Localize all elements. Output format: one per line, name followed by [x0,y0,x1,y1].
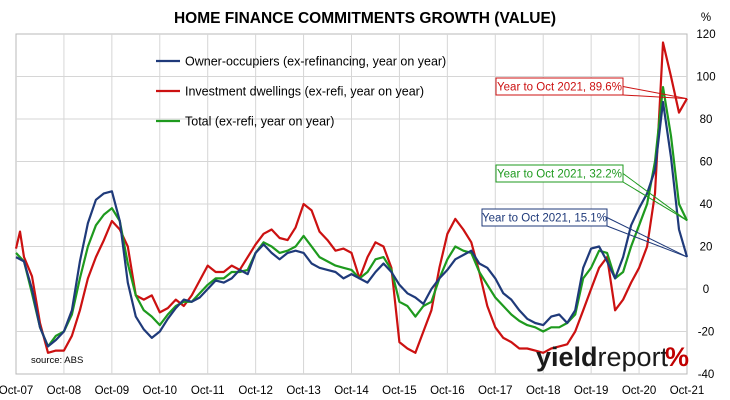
annotation-box [495,77,624,96]
svg-text:yieldreport: yieldreport [536,342,669,372]
y-tick-label: 60 [700,157,713,169]
legend-label-owner-occupiers: Owner-occupiers (ex-refinancing, year on… [185,55,446,69]
y-tick-label: -20 [698,327,715,339]
x-tick-label: Oct-10 [143,385,178,397]
y-tick-label: 40 [700,199,713,211]
series-layer [14,41,689,354]
annotations-layer: Year to Oct 2021, 89.6% Year to Oct 2021,… [481,77,688,258]
brand-logo: yieldreport % [536,342,689,372]
x-tick-label: Oct-11 [191,385,225,397]
annotation-label: Year to Oct 2021, 15.1% [482,213,607,225]
x-tick-label: Oct-17 [478,385,513,397]
x-tick-label: Oct-19 [574,385,609,397]
y-tick-label: 80 [700,114,713,126]
source-note: source: ABS [31,355,83,366]
x-tick-label: Oct-21 [670,385,705,397]
x-tick-label: Oct-16 [430,385,465,397]
y-tick-label: 0 [703,284,709,296]
chart-title: HOME FINANCE COMMITMENTS GROWTH (VALUE) [174,10,556,27]
x-tick-label: Oct-07 [0,385,33,397]
y-tick-label: 20 [700,242,713,254]
y-axis-unit-label: % [701,12,711,24]
annotation-leader [622,94,688,100]
x-tick-label: Oct-14 [334,385,369,397]
annotation-label: Year to Oct 2021, 89.6% [497,82,622,94]
annotation-leader [606,217,688,258]
annotation-box [495,164,624,183]
annotation-total: Year to Oct 2021, 32.2% [495,164,688,222]
legend-label-investment-dwellings: Investment dwellings (ex-refi, year on y… [185,85,424,99]
x-tick-label: Oct-18 [526,385,561,397]
annotation-leader [622,181,688,222]
x-tick-label: Oct-08 [47,385,82,397]
x-tick-label: Oct-12 [238,385,273,397]
legend-label-total: Total (ex-refi, year on year) [185,115,334,129]
x-tick-label: Oct-15 [382,385,417,397]
series-line-total [15,86,688,348]
y-tick-label: -40 [698,369,715,381]
annotation-leader [622,86,688,100]
y-tick-label: 120 [696,29,715,41]
brand-percent-symbol: % [665,342,689,372]
annotation-investment: Year to Oct 2021, 89.6% [495,77,688,100]
annotation-owner: Year to Oct 2021, 15.1% [481,208,688,258]
x-tick-label: Oct-09 [95,385,130,397]
annotation-leader [606,225,688,258]
annotation-label: Year to Oct 2021, 32.2% [497,169,622,181]
annotation-box [481,208,608,227]
legend: Owner-occupiers (ex-refinancing, year on… [156,55,446,129]
x-tick-label: Oct-20 [622,385,657,397]
axis-ticks: -40 -20 0 20 40 60 80 100 120 Oct-07 Oct-08 Oct-09 O… [0,29,716,397]
y-tick-label: 100 [696,72,715,84]
brand-report: report [598,342,669,372]
brand-yield: yield [536,342,598,372]
series-line-owner-occupiers [15,100,689,348]
annotation-leader [622,173,688,221]
x-tick-label: Oct-13 [286,385,321,397]
